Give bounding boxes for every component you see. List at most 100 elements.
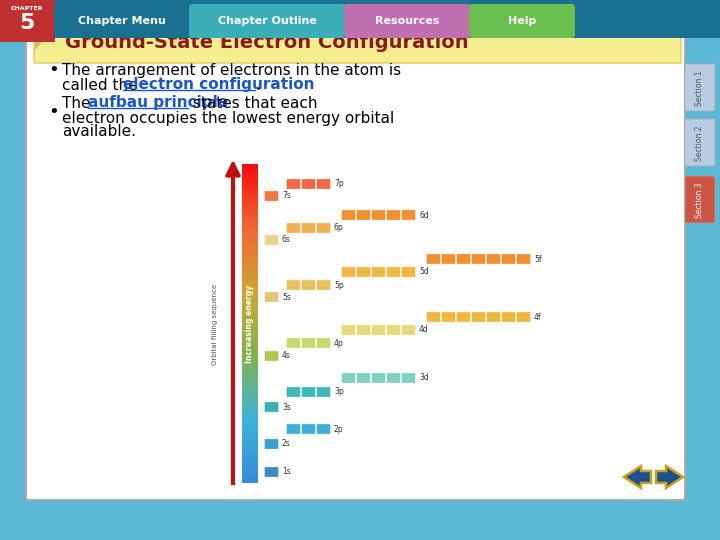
FancyBboxPatch shape [316,387,330,397]
FancyBboxPatch shape [401,267,416,278]
FancyBboxPatch shape [386,267,401,278]
Bar [242,387,258,390]
FancyBboxPatch shape [401,210,416,220]
Bar [242,323,258,327]
Bar [242,191,258,194]
Bar [242,204,258,207]
Bar [242,275,258,279]
FancyBboxPatch shape [341,267,356,278]
Bar [242,231,258,234]
FancyBboxPatch shape [441,254,456,264]
Bar [242,480,258,483]
Text: 5d: 5d [419,267,428,276]
Bar [242,265,258,268]
Text: Increasing energy: Increasing energy [246,285,254,363]
Polygon shape [624,466,651,488]
Text: 7p: 7p [334,179,343,188]
Bar [242,381,258,385]
FancyBboxPatch shape [344,4,470,38]
FancyBboxPatch shape [316,179,330,190]
Bar [242,246,258,250]
Text: Orbital filling sequence: Orbital filling sequence [212,284,218,364]
Text: The arrangement of electrons in the atom is: The arrangement of electrons in the atom… [62,63,401,78]
Text: 6p: 6p [334,224,343,233]
Text: Help: Help [508,16,536,26]
Text: 5: 5 [19,13,35,33]
Bar [242,357,258,361]
Bar [242,450,258,454]
FancyBboxPatch shape [301,338,316,348]
Bar [242,461,258,464]
Bar [242,175,258,178]
Bar [242,296,258,300]
Bar [242,395,258,398]
FancyBboxPatch shape [386,210,401,220]
FancyBboxPatch shape [264,292,279,302]
FancyBboxPatch shape [356,325,371,335]
FancyBboxPatch shape [386,373,401,383]
FancyBboxPatch shape [372,210,386,220]
Bar [242,432,258,435]
Bar [242,281,258,284]
FancyBboxPatch shape [316,424,330,434]
Polygon shape [656,466,683,488]
Bar [242,429,258,433]
FancyBboxPatch shape [356,210,371,220]
Bar [242,328,258,332]
FancyBboxPatch shape [264,350,279,361]
FancyBboxPatch shape [356,267,371,278]
Bar [242,178,258,181]
Bar [242,416,258,420]
Text: states that each: states that each [188,96,318,111]
Bar [242,289,258,292]
Bar [242,164,258,167]
Bar [242,366,258,369]
FancyBboxPatch shape [486,312,501,322]
Text: 5f: 5f [534,254,541,264]
Text: The: The [62,96,95,111]
Bar [242,448,258,451]
Bar [242,467,258,470]
Bar [242,170,258,173]
Bar [242,292,258,295]
FancyBboxPatch shape [685,176,715,223]
FancyBboxPatch shape [287,280,301,291]
FancyBboxPatch shape [401,373,416,383]
Bar [242,336,258,340]
Text: •: • [48,61,59,79]
Text: .: . [255,78,260,92]
FancyBboxPatch shape [316,222,330,233]
FancyBboxPatch shape [516,254,531,264]
Bar [242,270,258,274]
Text: Section 3: Section 3 [696,182,704,218]
Bar [242,267,258,271]
Bar [242,209,258,213]
Bar [242,233,258,237]
Bar [242,260,258,263]
Bar [242,196,258,199]
Bar [242,225,258,228]
Bar [242,180,258,184]
Text: Chapter Menu: Chapter Menu [78,16,166,26]
Bar [242,302,258,306]
Bar [242,435,258,438]
FancyBboxPatch shape [301,424,316,434]
Bar [242,294,258,298]
Bar [242,326,258,329]
Bar [242,376,258,380]
Text: 4s: 4s [282,352,291,361]
Bar [242,456,258,459]
Text: electron configuration: electron configuration [123,78,315,92]
FancyBboxPatch shape [386,325,401,335]
FancyBboxPatch shape [401,325,416,335]
Bar [242,241,258,245]
FancyBboxPatch shape [441,312,456,322]
Bar [242,334,258,338]
Bar [242,440,258,443]
Bar [242,201,258,205]
Bar [242,185,258,189]
FancyBboxPatch shape [264,235,279,245]
Text: Chapter Outline: Chapter Outline [217,16,316,26]
Bar [242,254,258,258]
Text: electron occupies the lowest energy orbital: electron occupies the lowest energy orbi… [62,111,395,125]
